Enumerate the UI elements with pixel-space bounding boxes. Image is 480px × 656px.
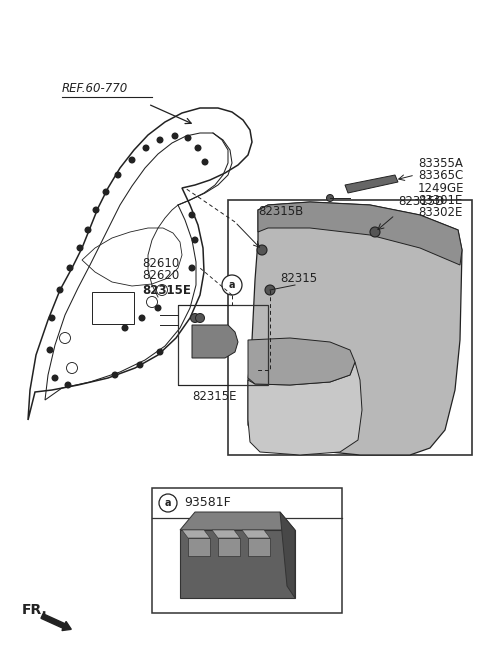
Polygon shape	[258, 202, 462, 265]
Polygon shape	[192, 325, 238, 358]
Text: FR.: FR.	[22, 603, 48, 617]
Text: 83355A: 83355A	[418, 157, 463, 170]
FancyArrow shape	[41, 614, 72, 630]
Circle shape	[103, 189, 109, 195]
Bar	[228, 200, 472, 455]
Text: 83302E: 83302E	[418, 206, 462, 219]
Circle shape	[195, 314, 204, 323]
Circle shape	[57, 287, 63, 293]
Circle shape	[326, 194, 334, 201]
Circle shape	[52, 375, 58, 380]
Circle shape	[139, 315, 145, 321]
Text: 82620: 82620	[142, 269, 179, 282]
Bar	[92, 292, 134, 324]
Text: 82315B: 82315B	[258, 205, 303, 218]
Circle shape	[195, 145, 201, 151]
Circle shape	[189, 265, 195, 271]
Polygon shape	[248, 362, 362, 455]
Circle shape	[112, 372, 118, 378]
Circle shape	[265, 285, 275, 295]
Text: 83301E: 83301E	[418, 194, 462, 207]
Polygon shape	[345, 175, 398, 193]
Polygon shape	[248, 338, 355, 385]
Circle shape	[137, 362, 143, 368]
Bar	[188, 538, 210, 556]
Circle shape	[189, 212, 195, 218]
Text: 82315E: 82315E	[142, 284, 191, 297]
Text: REF.60-770: REF.60-770	[62, 82, 128, 95]
Circle shape	[185, 135, 191, 141]
Circle shape	[222, 275, 242, 295]
Bar	[248, 538, 270, 556]
Circle shape	[122, 325, 128, 331]
Bar	[178, 305, 268, 385]
Circle shape	[191, 314, 200, 323]
Bar	[218, 538, 240, 556]
Polygon shape	[242, 530, 270, 538]
Text: 93581F: 93581F	[184, 497, 231, 510]
Polygon shape	[182, 530, 210, 538]
Circle shape	[93, 207, 99, 213]
Circle shape	[65, 382, 71, 388]
Bar	[152, 488, 342, 613]
Circle shape	[129, 157, 135, 163]
Circle shape	[172, 133, 178, 139]
Circle shape	[202, 159, 208, 165]
Circle shape	[257, 245, 267, 255]
Text: 82315E: 82315E	[192, 390, 237, 403]
Circle shape	[47, 347, 53, 353]
Polygon shape	[180, 512, 295, 530]
Circle shape	[192, 237, 198, 243]
Circle shape	[157, 349, 163, 355]
Text: a: a	[165, 498, 171, 508]
Circle shape	[85, 227, 91, 233]
Circle shape	[159, 494, 177, 512]
Text: 82315D: 82315D	[398, 195, 444, 208]
Circle shape	[143, 145, 149, 151]
Text: 83365C: 83365C	[418, 169, 463, 182]
Polygon shape	[280, 512, 295, 598]
Circle shape	[67, 265, 73, 271]
Polygon shape	[212, 530, 240, 538]
Text: 82315: 82315	[280, 272, 317, 285]
Circle shape	[157, 137, 163, 143]
Text: a: a	[229, 280, 235, 290]
Polygon shape	[248, 202, 462, 455]
Circle shape	[370, 227, 380, 237]
Circle shape	[155, 305, 161, 311]
Text: 1249GE: 1249GE	[418, 182, 465, 195]
Circle shape	[49, 315, 55, 321]
Text: 82610: 82610	[142, 257, 179, 270]
Bar	[180, 530, 295, 598]
Circle shape	[115, 172, 121, 178]
Circle shape	[77, 245, 83, 251]
